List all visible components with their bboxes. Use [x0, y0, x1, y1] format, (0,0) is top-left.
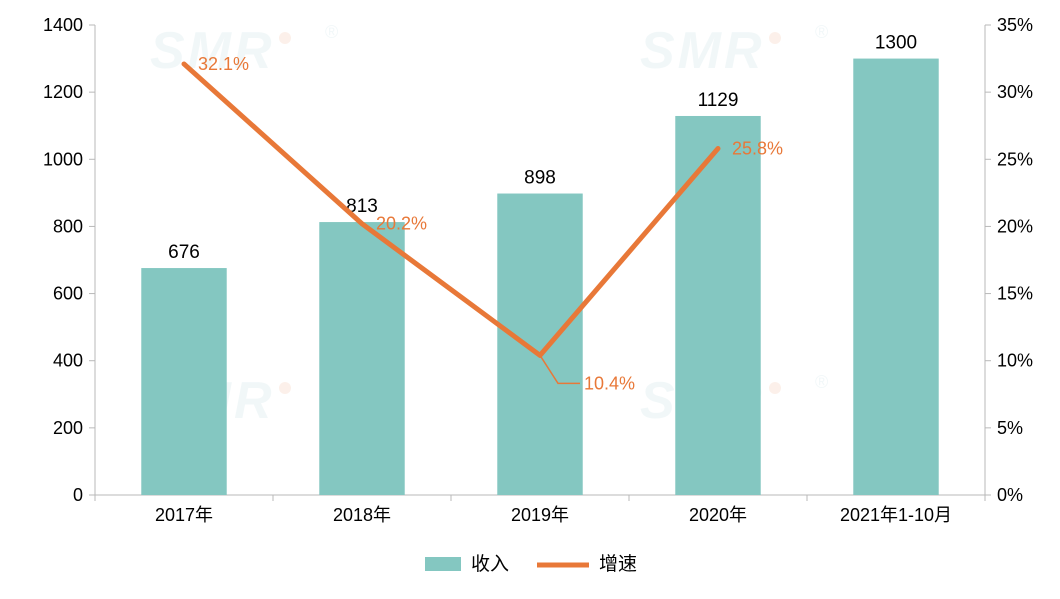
x-tick-label: 2018年 [333, 505, 391, 525]
x-tick-label: 2019年 [511, 505, 569, 525]
bar-value-label: 676 [168, 242, 200, 263]
y-left-tick-label: 400 [53, 351, 83, 371]
bar [141, 268, 226, 495]
svg-text:®: ® [325, 22, 338, 42]
bar-value-label: 1300 [875, 33, 917, 54]
legend-label: 收入 [471, 553, 509, 575]
y-right-tick-label: 35% [997, 15, 1033, 35]
bar-value-label: 898 [524, 168, 556, 189]
bar [853, 59, 938, 495]
bar [497, 194, 582, 495]
bar [319, 222, 404, 495]
svg-text:®: ® [815, 372, 828, 392]
svg-text:SMR: SMR [640, 22, 765, 80]
y-right-tick-label: 0% [997, 485, 1023, 505]
y-right-tick-label: 20% [997, 216, 1033, 236]
y-left-tick-label: 0 [73, 485, 83, 505]
bar-value-label: 1129 [698, 90, 739, 111]
line-value-label: 10.4% [584, 373, 635, 393]
bar [675, 116, 760, 495]
y-right-tick-label: 5% [997, 418, 1023, 438]
x-tick-label: 2021年1-10月 [840, 505, 952, 525]
y-left-tick-label: 1000 [43, 149, 83, 169]
y-right-tick-label: 25% [997, 149, 1033, 169]
y-left-tick-label: 200 [53, 418, 83, 438]
x-tick-label: 2020年 [689, 505, 747, 525]
legend-swatch-bar [425, 557, 461, 571]
y-right-tick-label: 15% [997, 284, 1033, 304]
line-value-label: 25.8% [732, 139, 783, 159]
legend-label: 增速 [599, 553, 637, 575]
y-left-tick-label: 600 [53, 284, 83, 304]
line-value-label: 32.1% [198, 54, 249, 74]
line-value-label: 20.2% [376, 214, 427, 234]
x-tick-label: 2017年 [155, 505, 213, 525]
chart-svg: SMR®SMR®SMR®SMR®020040060080010001200140… [0, 0, 1060, 594]
svg-text:®: ® [815, 22, 828, 42]
y-left-tick-label: 800 [53, 216, 83, 236]
combo-chart: SMR®SMR®SMR®SMR®020040060080010001200140… [0, 0, 1060, 594]
y-right-tick-label: 10% [997, 351, 1033, 371]
y-right-tick-label: 30% [997, 82, 1033, 102]
y-left-tick-label: 1200 [43, 82, 83, 102]
y-left-tick-label: 1400 [43, 15, 83, 35]
